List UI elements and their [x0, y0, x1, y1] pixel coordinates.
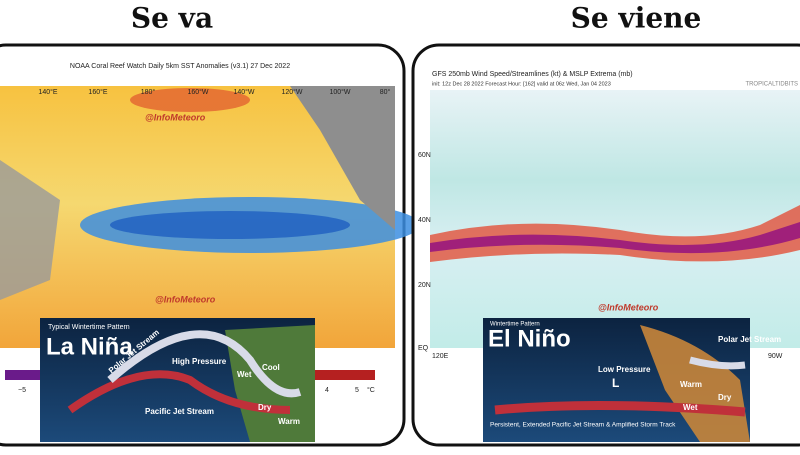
lon-label: 140°E [38, 88, 57, 96]
inset-label: Dry [258, 403, 272, 412]
lon-label: 100°W [329, 88, 350, 96]
inset-label: Dry [718, 393, 732, 402]
lat-label: 40N [418, 217, 431, 224]
inset-caption: Wintertime Pattern [490, 322, 540, 328]
right-subtitle: init: 12z Dec 28 2022 Forecast Hour: [16… [432, 81, 611, 87]
colorbar [315, 370, 375, 380]
inset-label: Cool [262, 363, 280, 372]
lon-label: 160°E [88, 88, 107, 96]
land-west [0, 160, 60, 300]
inset-title: La Niña [46, 333, 133, 360]
pacific-jet [494, 400, 746, 417]
inset-label: Warm [278, 417, 300, 426]
colorbar-label: 4 [325, 387, 329, 394]
lon-labels: 140°E 160°E 180° 160°W 140°W 120°W 100°W… [38, 88, 390, 96]
inset-label: Wet [237, 370, 252, 379]
inset-title: El Niño [488, 325, 571, 352]
inset-label: Polar Jet Stream [718, 335, 781, 344]
lon-label: 90W [768, 353, 783, 360]
header-right: Se viene [571, 2, 702, 35]
inset-label: High Pressure [172, 357, 227, 366]
lon-label: 140°W [233, 88, 254, 96]
polar-jet [689, 356, 746, 370]
right-title: GFS 250mb Wind Speed/Streamlines (kt) & … [432, 71, 633, 78]
lon-label: 120°W [281, 88, 302, 96]
colorbar [5, 370, 45, 380]
watermark: @InfoMeteoro [155, 294, 216, 304]
colorbar-label: −5 [18, 387, 26, 394]
la-nina-inset: Typical Wintertime Pattern La Niña High … [40, 318, 315, 442]
wind-map [430, 90, 800, 348]
warm-patch [130, 88, 250, 112]
left-title: NOAA Coral Reef Watch Daily 5km SST Anom… [70, 63, 290, 70]
header-left: Se va [131, 2, 213, 35]
inset-label: Warm [680, 380, 702, 389]
colorbar-label: 5 [355, 387, 359, 394]
watermark: @InfoMeteoro [145, 112, 206, 122]
lat-label: 60N [418, 152, 431, 159]
lon-label: 80° [380, 88, 391, 96]
credit: TROPICALTIDBITS [745, 82, 798, 88]
lon-label: 120E [432, 353, 449, 360]
polar-jet [107, 330, 302, 398]
cold-core [110, 211, 350, 239]
inset-label: Persistent, Extended Pacific Jet Stream … [490, 422, 676, 429]
inset-label: Pacific Jet Stream [145, 407, 214, 416]
lat-label: EQ [418, 345, 429, 352]
jet-max [430, 222, 800, 254]
watermark: @InfoMeteoro [598, 302, 659, 312]
inset-label: Low Pressure [598, 365, 651, 374]
el-nino-inset: Wintertime Pattern El Niño Low Pressure … [483, 318, 781, 442]
inset-caption: Typical Wintertime Pattern [48, 324, 130, 331]
pacific-jet [67, 370, 291, 414]
colorbar-label: °C [367, 386, 375, 394]
lon-label: 180° [141, 88, 156, 96]
lon-label: 160°W [187, 88, 208, 96]
inset-symbol: L [612, 376, 619, 390]
land [290, 86, 395, 230]
lat-label: 20N [418, 282, 431, 289]
inset-label: Wet [683, 403, 698, 412]
